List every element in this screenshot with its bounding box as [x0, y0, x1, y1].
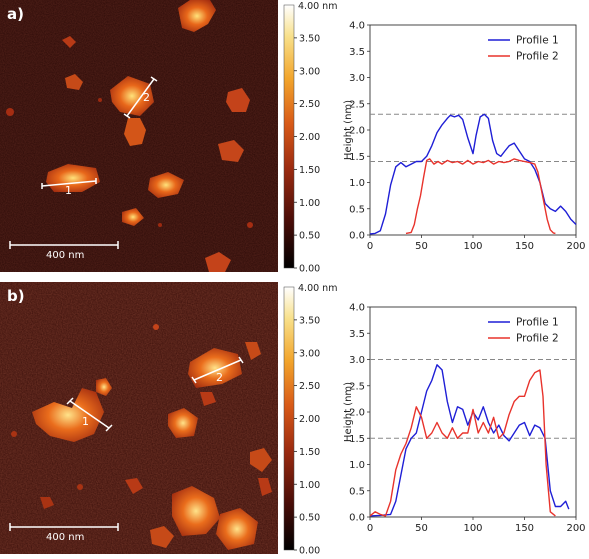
scalebar-label-b: 400 nm [46, 532, 85, 543]
y-tick-label: 3.5 [349, 329, 365, 340]
colorbar-tick-label: 1.50 [299, 165, 320, 176]
colorbar-ticks-b: 3.50 3.00 2.50 2.00 1.50 1.00 0.50 0.00 [294, 315, 320, 554]
legend-label: Profile 2 [516, 51, 559, 63]
panel-label-a: a) [7, 5, 24, 23]
colorbar-tick-label: 1.00 [299, 198, 320, 209]
colorbar-tick-label: 3.00 [299, 66, 320, 77]
plot-frame [369, 24, 577, 236]
profile-label-1-a: 1 [65, 184, 72, 197]
x-tick-label: 50 [415, 241, 428, 252]
y-tick-label: 4.0 [349, 303, 365, 314]
colorbar-tick-label: 3.50 [299, 315, 320, 326]
colorbar-tick-label: 3.50 [299, 33, 320, 44]
colorbar-tick-label: 1.50 [299, 447, 320, 458]
y-tick-label: 0.5 [349, 204, 365, 215]
profile-line-1-a [41, 178, 97, 189]
afm-image-b: 1 2 b) 400 nm [0, 282, 278, 554]
y-tick-label: 1.0 [349, 178, 365, 189]
afm-topography-b: 1 2 [0, 282, 278, 554]
y-axis-label: Height (nm) [343, 100, 354, 160]
series-line-profile-2 [369, 369, 556, 517]
scalebar-b [9, 523, 119, 531]
y-tick-label: 0.5 [349, 486, 365, 497]
legend-label: Profile 1 [516, 317, 559, 329]
afm-islands [6, 0, 253, 272]
y-tick-label: 2.0 [349, 126, 365, 137]
series-line-profile-1 [369, 364, 570, 517]
profile-line-2-a [123, 76, 158, 119]
height-profile-chart-a: 0.0 0.5 1.0 1.5 2.0 2.5 3.0 3.5 4.0 0 50 100 150 200 H… [343, 21, 586, 253]
profile-line-2-b [191, 356, 244, 384]
y-tick-label: 2.5 [349, 99, 365, 110]
panel-b: 1 2 b) 400 nm [0, 282, 589, 559]
colorbar-unit-b: 4.00 nm [298, 283, 337, 294]
profile-line-1-b [66, 397, 113, 432]
colorbar-tick-label: 0.00 [299, 264, 320, 273]
x-tick-label: 200 [566, 241, 585, 252]
colorbar-tick-label: 2.50 [299, 99, 320, 110]
legend-label: Profile 2 [516, 333, 559, 345]
colorbar-b: 4.00 nm 3.50 3.00 2.50 2.00 1.50 1.00 0.50 0.00 [283, 283, 337, 554]
series-line-profile-2 [405, 158, 556, 235]
x-tick-label: 200 [566, 523, 585, 534]
panel-label-b: b) [7, 287, 25, 305]
colorbar-tick-label: 2.00 [299, 414, 320, 425]
colorbar-tick-label: 0.50 [299, 231, 320, 242]
afm-image-a: 1 2 a) 400 nm [0, 0, 278, 272]
height-profile-chart-b: 0.0 0.5 1.0 1.5 2.0 2.5 3.0 3.5 4.0 0 50 100 150 200 H… [343, 303, 586, 535]
colorbar-a: 4.00 nm 3.50 3.00 2.50 2.00 1.50 1.00 0.50 0.00 [283, 1, 337, 272]
colorbar-tick-label: 1.00 [299, 480, 320, 491]
afm-islands-b [11, 324, 272, 550]
x-tick-label: 150 [515, 241, 534, 252]
y-tick-label: 1.5 [349, 434, 365, 445]
y-tick-label: 2.5 [349, 381, 365, 392]
x-tick-label: 0 [367, 523, 373, 534]
legend-label: Profile 1 [516, 35, 559, 47]
scalebar-a [9, 241, 119, 249]
colorbar-tick-label: 2.00 [299, 132, 320, 143]
x-tick-label: 150 [515, 523, 534, 534]
panel-a: 1 2 a) 400 nm [0, 0, 589, 277]
y-tick-label: 4.0 [349, 21, 365, 32]
y-tick-label: 3.5 [349, 47, 365, 58]
colorbar-unit-a: 4.00 nm [298, 1, 337, 12]
colorbar-ticks-a: 3.50 3.00 2.50 2.00 1.50 1.00 0.50 0.00 [294, 33, 320, 272]
y-tick-label: 0.0 [349, 513, 365, 524]
afm-topography-a: 1 2 [0, 0, 278, 272]
colorbar-tick-label: 0.50 [299, 513, 320, 524]
x-tick-label: 0 [367, 241, 373, 252]
colorbar-tick-label: 0.00 [299, 546, 320, 555]
x-tick-label: 50 [415, 523, 428, 534]
profile-label-2-a: 2 [143, 91, 150, 104]
profile-label-2-b: 2 [216, 371, 223, 384]
y-tick-label: 0.0 [349, 231, 365, 242]
y-axis-label: Height (nm) [343, 382, 354, 442]
x-tick-label: 100 [463, 523, 482, 534]
scalebar-label-a: 400 nm [46, 250, 85, 261]
colorbar-tick-label: 3.00 [299, 348, 320, 359]
y-tick-label: 2.0 [349, 408, 365, 419]
y-tick-label: 3.0 [349, 355, 365, 366]
y-tick-label: 3.0 [349, 73, 365, 84]
y-tick-label: 1.5 [349, 152, 365, 163]
x-tick-label: 100 [463, 241, 482, 252]
profile-label-1-b: 1 [82, 415, 89, 428]
y-tick-label: 1.0 [349, 460, 365, 471]
colorbar-tick-label: 2.50 [299, 381, 320, 392]
